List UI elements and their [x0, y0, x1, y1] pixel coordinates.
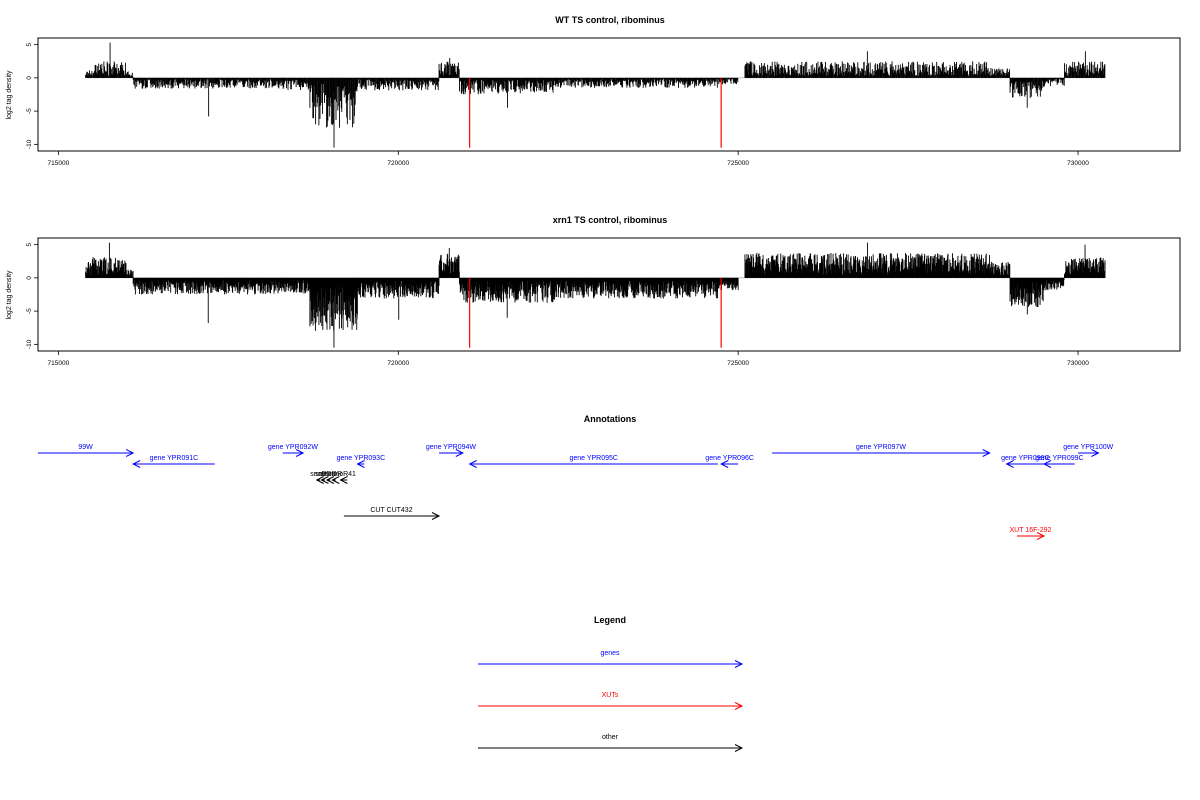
y-tick-label: 0 — [26, 276, 33, 280]
legend-label: other — [602, 734, 619, 741]
y-tick-label: -10 — [26, 139, 33, 149]
legend-arrow-xut — [478, 702, 744, 710]
legend-label: genes — [600, 650, 620, 657]
feature-arrow — [38, 449, 135, 457]
feature-label: gene YPR092W — [268, 444, 318, 451]
panel-wt-bars — [85, 42, 1106, 148]
x-tick-label: 730000 — [1067, 360, 1089, 367]
feature-label: gene YPR098C — [1001, 455, 1050, 462]
panel-xrn1-title: xrn1 TS control, ribominus — [553, 215, 668, 225]
panel-xrn1-bars — [85, 242, 1106, 348]
x-tick-label: 725000 — [727, 160, 749, 167]
feature-arrow — [439, 449, 464, 457]
annotation-features: 99W gene YPR091C gene YPR092W gene YPR093C g… — [38, 444, 1114, 540]
feature-label: gene YPR094W — [426, 444, 476, 451]
panel-wt-y-axis: 5 0 -5 -10 — [26, 42, 38, 149]
panel-wt-title: WT TS control, ribominus — [555, 15, 665, 25]
annotations-title: Annotations — [584, 414, 637, 424]
legend-title: Legend — [594, 615, 626, 625]
feature-arrow — [339, 476, 348, 484]
panel-xrn1: xrn1 TS control, ribominus 5 0 -5 -10 71500… — [6, 215, 1181, 367]
feature-arrow — [132, 460, 215, 468]
feature-label: snoR — [326, 471, 342, 478]
panel-wt-frame — [37, 37, 1181, 152]
annotations-panel: Annotations 99W gene YPR091C gene YPR092W g… — [38, 414, 1114, 540]
feature-label: gene YPR091C — [150, 455, 199, 462]
feature-arrow — [1078, 449, 1100, 457]
feature-arrow — [331, 476, 340, 484]
legend-arrow-gene — [478, 660, 744, 668]
legend-label: XUTs — [602, 692, 619, 699]
feature-arrow — [1016, 532, 1046, 540]
feature-label: gene YPR093C — [337, 455, 386, 462]
feature-arrow — [343, 512, 441, 520]
x-tick-label: 715000 — [48, 160, 70, 167]
y-tick-label: -5 — [26, 108, 33, 114]
panel-wt-ylabel: log2 tag density — [6, 70, 13, 120]
legend-panel: Legend genes XUTs other — [478, 615, 744, 752]
y-tick-label: 5 — [26, 242, 33, 246]
feature-label: gene YPR097W — [856, 444, 906, 451]
feature-arrow — [468, 460, 718, 468]
feature-label: XUT 16F-292 — [1010, 527, 1052, 534]
feature-arrow — [720, 460, 739, 468]
panel-wt-x-axis: 715000 720000 725000 730000 — [48, 151, 1089, 167]
feature-arrow — [772, 449, 991, 457]
panel-wt-markers — [469, 77, 722, 148]
feature-arrow — [315, 476, 324, 484]
feature-arrow — [320, 476, 329, 484]
feature-label: gene YPR100W — [1063, 444, 1113, 451]
feature-arrow — [325, 476, 335, 484]
x-tick-label: 725000 — [727, 360, 749, 367]
y-tick-label: -5 — [26, 308, 33, 314]
panel-xrn1-y-axis: 5 0 -5 -10 — [26, 242, 38, 349]
feature-label: snoR41 — [332, 471, 356, 478]
y-tick-label: 0 — [26, 76, 33, 80]
feature-arrow — [1042, 460, 1075, 468]
feature-arrow — [1005, 460, 1045, 468]
y-tick-label: -10 — [26, 339, 33, 349]
legend-arrow-other — [478, 744, 744, 752]
x-tick-label: 730000 — [1067, 160, 1089, 167]
panel-xrn1-markers — [469, 277, 722, 348]
x-tick-label: 720000 — [387, 160, 409, 167]
feature-arrow — [282, 449, 305, 457]
feature-arrow — [356, 460, 365, 468]
y-tick-label: 5 — [26, 42, 33, 46]
panel-xrn1-frame — [37, 237, 1181, 352]
feature-label: snoR — [320, 471, 336, 478]
panel-xrn1-x-axis: 715000 720000 725000 730000 — [48, 351, 1089, 367]
feature-label: gene YPR099C — [1035, 455, 1084, 462]
feature-label: gene YPR095C — [569, 455, 618, 462]
feature-label: gene YPR096C — [705, 455, 754, 462]
feature-label: snoR — [310, 471, 326, 478]
panel-wt: WT TS control, ribominus 50-5-10 715000 7… — [6, 15, 1181, 167]
x-tick-label: 715000 — [48, 360, 70, 367]
x-tick-label: 720000 — [387, 360, 409, 367]
feature-label: CUT CUT432 — [370, 507, 412, 514]
legend-items: genes XUTs other — [478, 650, 744, 752]
feature-label: 99W — [78, 444, 93, 451]
panel-xrn1-ylabel: log2 tag density — [6, 270, 13, 320]
feature-label: snoR — [315, 471, 331, 478]
